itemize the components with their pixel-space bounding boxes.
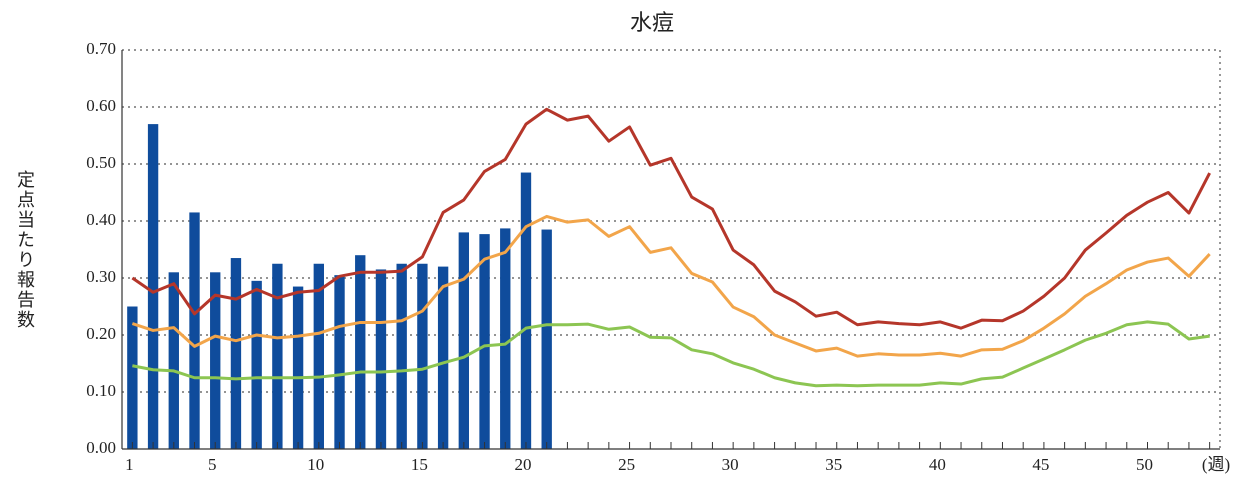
x-tick-label: 35	[825, 455, 842, 474]
x-tick-label: 40	[929, 455, 946, 474]
x-tick-label: 30	[722, 455, 739, 474]
bar	[479, 234, 490, 449]
x-axis-label: (週)	[1202, 455, 1230, 474]
y-tick-label: 0.50	[86, 153, 116, 172]
x-tick-label: 20	[514, 455, 531, 474]
line	[132, 320, 1210, 388]
bar	[230, 258, 242, 449]
x-tick-label: 10	[307, 455, 324, 474]
y-tick-label: 0.60	[86, 96, 116, 115]
y-tick-label: 0.30	[86, 267, 116, 286]
bar	[210, 272, 221, 449]
line	[131, 214, 1211, 358]
bar	[520, 172, 532, 450]
x-tick-label: 25	[618, 455, 635, 474]
bar	[189, 212, 200, 449]
bar	[417, 263, 428, 449]
bar	[272, 263, 283, 449]
bar	[147, 124, 159, 449]
bar	[127, 306, 138, 449]
bar	[355, 255, 366, 449]
line	[131, 107, 1211, 330]
bar	[396, 263, 407, 449]
bar	[313, 263, 324, 449]
bar	[458, 232, 470, 449]
y-axis-label: 定点当たり報告数	[14, 170, 35, 330]
x-tick-label: 1	[125, 455, 134, 474]
bar	[168, 272, 179, 449]
chart-title: 水痘	[630, 11, 674, 36]
bar	[437, 266, 449, 449]
bar	[375, 269, 387, 449]
y-tick-label: 0.20	[86, 324, 116, 343]
x-tick-label: 45	[1032, 455, 1049, 474]
bar	[251, 280, 262, 449]
y-tick-label: 0.40	[86, 210, 116, 229]
x-tick-label: 15	[411, 455, 428, 474]
bar	[292, 286, 304, 449]
y-tick-label: 0.10	[86, 381, 116, 400]
y-tick-label: 0.70	[86, 39, 116, 58]
bar	[500, 228, 511, 449]
x-tick-label: 50	[1136, 455, 1153, 474]
y-tick-label: 0.00	[86, 438, 116, 457]
bar	[334, 275, 345, 449]
x-tick-label: 5	[208, 455, 217, 474]
bar	[541, 229, 552, 449]
